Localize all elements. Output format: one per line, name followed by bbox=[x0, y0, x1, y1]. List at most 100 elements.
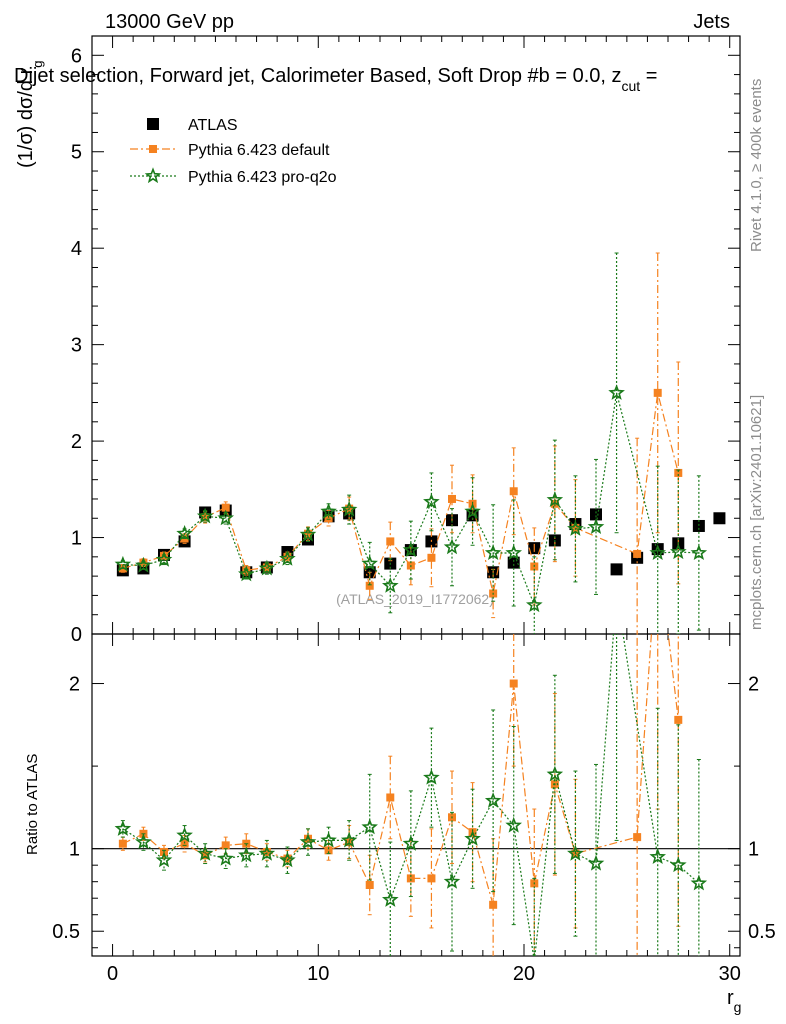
y-tick-label: 2 bbox=[71, 431, 82, 453]
pythia-6-423-pro-q2o-point bbox=[340, 831, 358, 848]
pythia-6-423-pro-q2o-point bbox=[155, 550, 173, 567]
pythia-6-423-default-point bbox=[509, 679, 518, 688]
pythia-6-423-pro-q2o-point bbox=[402, 541, 420, 558]
pythia-6-423-default-point bbox=[653, 388, 662, 397]
pythia-6-423-pro-q2o-point bbox=[217, 849, 235, 866]
pythia-6-423-pro-q2o-point bbox=[114, 555, 132, 572]
pythia-6-423-pro-q2o-point bbox=[196, 844, 214, 861]
pythia-6-423-pro-q2o-line bbox=[122, 392, 699, 608]
pythia-6-423-default-point bbox=[489, 900, 498, 909]
pythia-6-423-default-point bbox=[550, 499, 559, 508]
legend-atlas-label: ATLAS bbox=[188, 117, 238, 134]
ratio-y-axis-title: Ratio to ATLAS bbox=[24, 754, 41, 855]
pythia-6-423-default-line bbox=[122, 392, 679, 594]
pythia-6-423-pro-q2o-point bbox=[320, 502, 337, 519]
y-tick-label: 6 bbox=[71, 45, 82, 67]
pythia-6-423-pro-q2o-point bbox=[381, 891, 399, 907]
pythia-6-423-default-point bbox=[633, 833, 642, 842]
pythia-6-423-default-point bbox=[221, 503, 230, 512]
y-tick-label: 0 bbox=[71, 624, 82, 646]
pythia-6-423-pro-q2o-point bbox=[135, 556, 152, 573]
x-axis-title: rg bbox=[727, 987, 741, 1015]
pythia-6-423-pro-q2o-point bbox=[649, 848, 667, 865]
pythia-6-423-pro-q2o-point bbox=[608, 384, 625, 400]
main-panel-axes: 0 1 2 3 4 5 6 bbox=[71, 35, 740, 646]
pythia-6-423-pro-q2o-point bbox=[423, 493, 440, 509]
y-tick-label-right: 1 bbox=[748, 839, 759, 861]
pythia-6-423-default-point bbox=[509, 487, 518, 496]
pythia-6-423-pro-q2o-point bbox=[258, 559, 276, 576]
pythia-6-423-pro-q2o-point bbox=[587, 854, 605, 871]
pythia-6-423-pro-q2o-point bbox=[320, 831, 337, 848]
pythia-6-423-pro-q2o-point bbox=[443, 872, 461, 889]
pythia-6-423-default-point bbox=[201, 851, 210, 860]
x-tick-label: 20 bbox=[513, 963, 535, 985]
pythia-6-423-default-point bbox=[427, 874, 436, 883]
pythia-6-423-pro-q2o-point bbox=[402, 835, 420, 851]
y-tick-label: 3 bbox=[71, 335, 82, 357]
atlas-data-point bbox=[692, 519, 705, 532]
pythia-6-423-pro-q2o-point bbox=[464, 502, 481, 519]
pythia-6-423-default-point bbox=[674, 468, 683, 477]
y-tick-label: 2 bbox=[69, 674, 80, 696]
y-tick-label: 0.5 bbox=[52, 921, 80, 943]
pythia-6-423-default-point bbox=[262, 847, 271, 856]
pythia-6-423-pro-q2o-point bbox=[567, 844, 584, 861]
pythia-6-423-default-point bbox=[221, 841, 230, 850]
pythia-6-423-default-point bbox=[427, 553, 436, 562]
pythia-6-423-pro-q2o-point bbox=[381, 577, 399, 593]
x-tick-label: 10 bbox=[307, 963, 329, 985]
pythia-6-423-pro-q2o-point bbox=[505, 544, 523, 560]
mcplots-label: mcplots.cern.ch [arXiv:2401.10621] bbox=[748, 395, 765, 630]
y-tick-label: 4 bbox=[71, 238, 82, 260]
legend: ATLAS Pythia 6.423 default Pythia 6.423 … bbox=[130, 117, 337, 186]
pythia-6-423-default-point bbox=[406, 874, 415, 883]
category-label: Jets bbox=[693, 11, 730, 33]
pythia-6-423-pro-q2o-point bbox=[610, 586, 622, 598]
pythia-6-423-pro-q2o-point bbox=[690, 874, 708, 891]
atlas-data-point bbox=[610, 563, 623, 576]
atlas-data-point bbox=[713, 512, 726, 525]
energy-label: 13000 GeV pp bbox=[105, 11, 234, 33]
legend-default-marker bbox=[149, 145, 157, 153]
x-tick-label: 30 bbox=[719, 963, 741, 985]
main-panel-series bbox=[114, 252, 726, 634]
ratio-panel-axes: 0 10 20 30 0.5 0.5 1 1 2 2 bbox=[52, 634, 776, 985]
legend-default-label: Pythia 6.423 default bbox=[188, 142, 330, 159]
pythia-6-423-pro-q2o-point bbox=[279, 851, 296, 868]
svg-text:(1/σ) dσ/d rg: (1/σ) dσ/d rg bbox=[15, 61, 45, 169]
x-tick-label: 0 bbox=[107, 963, 118, 985]
y-tick-label: 1 bbox=[71, 528, 82, 550]
pythia-6-423-pro-q2o-point bbox=[258, 844, 276, 861]
y-tick-label-right: 2 bbox=[748, 674, 759, 696]
main-y-axis-title: (1/σ) dσ/d rg bbox=[15, 61, 45, 169]
pythia-6-423-pro-q2o-point bbox=[196, 507, 214, 524]
pythia-6-423-default-point bbox=[674, 715, 683, 724]
pythia-6-423-pro-q2o-point bbox=[361, 554, 378, 571]
pythia-6-423-pro-q2o-point bbox=[505, 816, 523, 833]
pythia-6-423-default-point bbox=[386, 537, 395, 546]
pythia-6-423-pro-q2o-point bbox=[484, 792, 502, 808]
pythia-6-423-default-point bbox=[633, 549, 642, 558]
legend-proq2o-label: Pythia 6.423 pro-q2o bbox=[188, 169, 337, 186]
pythia-6-423-pro-q2o-point bbox=[176, 826, 193, 843]
selection-label: Dijet selection, Forward jet, Calorimete… bbox=[14, 65, 657, 94]
pythia-6-423-pro-q2o-line bbox=[122, 634, 700, 956]
pythia-6-423-pro-q2o-point bbox=[464, 830, 481, 846]
pythia-6-423-pro-q2o-point bbox=[525, 596, 543, 613]
pythia-6-423-pro-q2o-point bbox=[237, 846, 255, 863]
pythia-6-423-pro-q2o-point bbox=[649, 544, 667, 560]
pythia-6-423-default-point bbox=[201, 513, 210, 522]
pythia-6-423-pro-q2o-point bbox=[299, 525, 317, 542]
pythia-6-423-pro-q2o-point bbox=[587, 518, 605, 534]
pythia-6-423-default-point bbox=[324, 514, 333, 523]
y-tick-label: 1 bbox=[69, 839, 80, 861]
pythia-6-423-pro-q2o-point bbox=[361, 818, 378, 835]
pythia-6-423-pro-q2o-point bbox=[690, 544, 708, 560]
atlas-data-point bbox=[590, 508, 602, 521]
atlas-data-point bbox=[651, 543, 664, 556]
pythia-6-423-pro-q2o-point bbox=[484, 544, 502, 560]
pythia-6-423-default-point bbox=[118, 839, 127, 848]
pythia-6-423-default-point bbox=[448, 494, 456, 503]
